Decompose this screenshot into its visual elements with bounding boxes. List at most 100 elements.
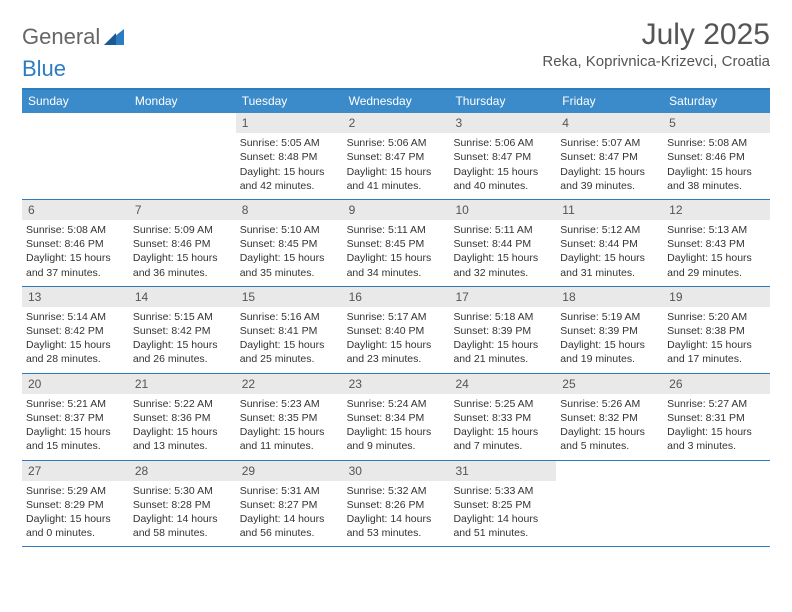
dow-sat: Saturday xyxy=(663,90,770,113)
day-body: Sunrise: 5:22 AMSunset: 8:36 PMDaylight:… xyxy=(129,394,236,460)
title-block: July 2025 Reka, Koprivnica-Krizevci, Cro… xyxy=(542,18,770,70)
daylight-text-1: Daylight: 15 hours xyxy=(240,338,339,352)
daylight-text-1: Daylight: 15 hours xyxy=(667,425,766,439)
daylight-text-2: and 17 minutes. xyxy=(667,352,766,366)
sunrise-text: Sunrise: 5:17 AM xyxy=(347,310,446,324)
daylight-text-1: Daylight: 15 hours xyxy=(240,425,339,439)
sunrise-text: Sunrise: 5:23 AM xyxy=(240,397,339,411)
day-body: Sunrise: 5:19 AMSunset: 8:39 PMDaylight:… xyxy=(556,307,663,373)
daylight-text-2: and 0 minutes. xyxy=(26,526,125,540)
week-row: 27Sunrise: 5:29 AMSunset: 8:29 PMDayligh… xyxy=(22,461,770,548)
daylight-text-2: and 42 minutes. xyxy=(240,179,339,193)
weeks-container: 1Sunrise: 5:05 AMSunset: 8:48 PMDaylight… xyxy=(22,113,770,547)
day-cell: 20Sunrise: 5:21 AMSunset: 8:37 PMDayligh… xyxy=(22,374,129,460)
day-number: 24 xyxy=(449,374,556,394)
daylight-text-1: Daylight: 15 hours xyxy=(560,251,659,265)
sunset-text: Sunset: 8:36 PM xyxy=(133,411,232,425)
daylight-text-2: and 35 minutes. xyxy=(240,266,339,280)
day-cell: 19Sunrise: 5:20 AMSunset: 8:38 PMDayligh… xyxy=(663,287,770,373)
day-body: Sunrise: 5:26 AMSunset: 8:32 PMDaylight:… xyxy=(556,394,663,460)
sunrise-text: Sunrise: 5:19 AM xyxy=(560,310,659,324)
day-body: Sunrise: 5:30 AMSunset: 8:28 PMDaylight:… xyxy=(129,481,236,547)
daylight-text-1: Daylight: 15 hours xyxy=(240,251,339,265)
sunrise-text: Sunrise: 5:18 AM xyxy=(453,310,552,324)
daylight-text-2: and 36 minutes. xyxy=(133,266,232,280)
daylight-text-2: and 15 minutes. xyxy=(26,439,125,453)
logo-text-2: Blue xyxy=(22,56,66,82)
daylight-text-2: and 28 minutes. xyxy=(26,352,125,366)
day-body: Sunrise: 5:29 AMSunset: 8:29 PMDaylight:… xyxy=(22,481,129,547)
day-number: 23 xyxy=(343,374,450,394)
day-cell: 31Sunrise: 5:33 AMSunset: 8:25 PMDayligh… xyxy=(449,461,556,547)
daylight-text-1: Daylight: 14 hours xyxy=(453,512,552,526)
sunset-text: Sunset: 8:39 PM xyxy=(453,324,552,338)
daylight-text-2: and 32 minutes. xyxy=(453,266,552,280)
daylight-text-1: Daylight: 15 hours xyxy=(453,165,552,179)
sunset-text: Sunset: 8:27 PM xyxy=(240,498,339,512)
daylight-text-1: Daylight: 14 hours xyxy=(240,512,339,526)
week-row: 6Sunrise: 5:08 AMSunset: 8:46 PMDaylight… xyxy=(22,200,770,287)
sunset-text: Sunset: 8:28 PM xyxy=(133,498,232,512)
day-body: Sunrise: 5:23 AMSunset: 8:35 PMDaylight:… xyxy=(236,394,343,460)
day-body: Sunrise: 5:08 AMSunset: 8:46 PMDaylight:… xyxy=(22,220,129,286)
day-cell: 16Sunrise: 5:17 AMSunset: 8:40 PMDayligh… xyxy=(343,287,450,373)
sunset-text: Sunset: 8:31 PM xyxy=(667,411,766,425)
daylight-text-2: and 3 minutes. xyxy=(667,439,766,453)
sunrise-text: Sunrise: 5:08 AM xyxy=(667,136,766,150)
day-body: Sunrise: 5:31 AMSunset: 8:27 PMDaylight:… xyxy=(236,481,343,547)
sunset-text: Sunset: 8:48 PM xyxy=(240,150,339,164)
day-cell: 23Sunrise: 5:24 AMSunset: 8:34 PMDayligh… xyxy=(343,374,450,460)
day-number: 31 xyxy=(449,461,556,481)
day-body: Sunrise: 5:13 AMSunset: 8:43 PMDaylight:… xyxy=(663,220,770,286)
day-cell: 17Sunrise: 5:18 AMSunset: 8:39 PMDayligh… xyxy=(449,287,556,373)
day-cell: 4Sunrise: 5:07 AMSunset: 8:47 PMDaylight… xyxy=(556,113,663,199)
sunset-text: Sunset: 8:33 PM xyxy=(453,411,552,425)
day-number: 17 xyxy=(449,287,556,307)
sunrise-text: Sunrise: 5:29 AM xyxy=(26,484,125,498)
day-cell: 8Sunrise: 5:10 AMSunset: 8:45 PMDaylight… xyxy=(236,200,343,286)
week-row: 1Sunrise: 5:05 AMSunset: 8:48 PMDaylight… xyxy=(22,113,770,200)
day-number: 3 xyxy=(449,113,556,133)
sunset-text: Sunset: 8:43 PM xyxy=(667,237,766,251)
day-cell xyxy=(22,113,129,199)
daylight-text-1: Daylight: 15 hours xyxy=(26,338,125,352)
daylight-text-2: and 53 minutes. xyxy=(347,526,446,540)
week-row: 13Sunrise: 5:14 AMSunset: 8:42 PMDayligh… xyxy=(22,287,770,374)
daylight-text-2: and 21 minutes. xyxy=(453,352,552,366)
day-number: 21 xyxy=(129,374,236,394)
sunrise-text: Sunrise: 5:33 AM xyxy=(453,484,552,498)
calendar-page: General July 2025 Reka, Koprivnica-Krize… xyxy=(0,0,792,557)
daylight-text-2: and 37 minutes. xyxy=(26,266,125,280)
dow-fri: Friday xyxy=(556,90,663,113)
day-number: 9 xyxy=(343,200,450,220)
day-number: 27 xyxy=(22,461,129,481)
day-number: 15 xyxy=(236,287,343,307)
sunrise-text: Sunrise: 5:14 AM xyxy=(26,310,125,324)
daylight-text-1: Daylight: 14 hours xyxy=(347,512,446,526)
sunrise-text: Sunrise: 5:16 AM xyxy=(240,310,339,324)
sunset-text: Sunset: 8:34 PM xyxy=(347,411,446,425)
sunset-text: Sunset: 8:47 PM xyxy=(453,150,552,164)
day-body: Sunrise: 5:15 AMSunset: 8:42 PMDaylight:… xyxy=(129,307,236,373)
sunrise-text: Sunrise: 5:24 AM xyxy=(347,397,446,411)
day-body: Sunrise: 5:24 AMSunset: 8:34 PMDaylight:… xyxy=(343,394,450,460)
daylight-text-2: and 51 minutes. xyxy=(453,526,552,540)
day-body: Sunrise: 5:11 AMSunset: 8:44 PMDaylight:… xyxy=(449,220,556,286)
day-body: Sunrise: 5:12 AMSunset: 8:44 PMDaylight:… xyxy=(556,220,663,286)
day-body: Sunrise: 5:09 AMSunset: 8:46 PMDaylight:… xyxy=(129,220,236,286)
day-number: 8 xyxy=(236,200,343,220)
sunset-text: Sunset: 8:37 PM xyxy=(26,411,125,425)
daylight-text-1: Daylight: 15 hours xyxy=(347,165,446,179)
day-cell: 30Sunrise: 5:32 AMSunset: 8:26 PMDayligh… xyxy=(343,461,450,547)
sunset-text: Sunset: 8:46 PM xyxy=(133,237,232,251)
day-number: 11 xyxy=(556,200,663,220)
day-number: 7 xyxy=(129,200,236,220)
sunrise-text: Sunrise: 5:10 AM xyxy=(240,223,339,237)
day-body: Sunrise: 5:07 AMSunset: 8:47 PMDaylight:… xyxy=(556,133,663,199)
day-cell: 25Sunrise: 5:26 AMSunset: 8:32 PMDayligh… xyxy=(556,374,663,460)
daylight-text-2: and 13 minutes. xyxy=(133,439,232,453)
day-number: 26 xyxy=(663,374,770,394)
daylight-text-1: Daylight: 15 hours xyxy=(133,425,232,439)
day-body: Sunrise: 5:20 AMSunset: 8:38 PMDaylight:… xyxy=(663,307,770,373)
daylight-text-1: Daylight: 15 hours xyxy=(560,338,659,352)
